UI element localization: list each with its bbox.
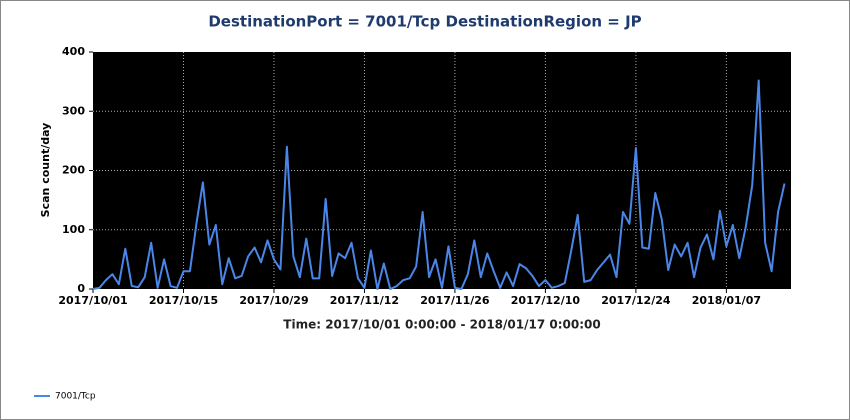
y-tick-label: 300 — [62, 104, 85, 117]
x-axis-label: Time: 2017/10/01 0:00:00 - 2018/01/17 0:… — [283, 318, 600, 332]
y-axis-label: Scan count/day — [39, 123, 52, 218]
x-tick-label: 2017/11/26 — [420, 294, 490, 307]
x-tick-label: 2017/10/15 — [149, 294, 218, 307]
data-line — [92, 79, 786, 290]
y-tick-label: 400 — [62, 45, 85, 58]
legend-label: 7001/Tcp — [55, 392, 96, 402]
x-tick-label: 2017/12/24 — [601, 294, 671, 307]
chart-title: DestinationPort = 7001/Tcp DestinationRe… — [208, 13, 641, 31]
y-tick-label: 200 — [62, 164, 85, 177]
x-tick-label: 2017/10/29 — [239, 294, 308, 307]
x-tick-label: 2017/12/10 — [511, 294, 581, 307]
x-tick-label: 2017/11/12 — [330, 294, 399, 307]
y-tick-label: 0 — [77, 282, 85, 295]
x-tick-label: 2018/01/07 — [692, 294, 761, 307]
x-tick-label: 2017/10/01 — [58, 294, 127, 307]
y-tick-label: 100 — [62, 223, 85, 236]
